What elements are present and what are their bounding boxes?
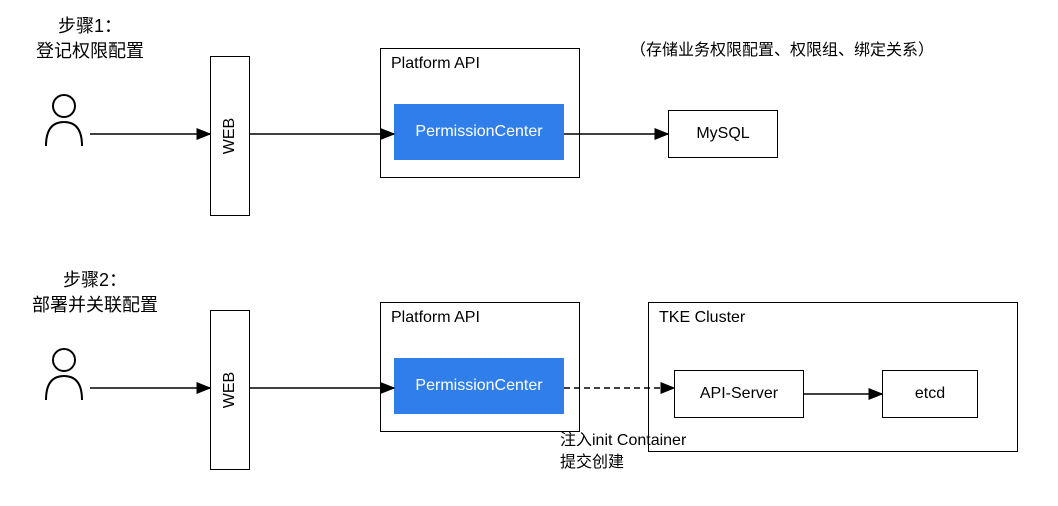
etcd-box: etcd xyxy=(882,370,978,418)
platform-title-1: Platform API xyxy=(391,55,480,73)
step2-title: 步骤2： 部署并关联配置 xyxy=(20,268,170,318)
permission-center-1: PermissionCenter xyxy=(394,104,564,160)
web-box-2: WEB xyxy=(210,310,250,470)
web-box-1: WEB xyxy=(210,56,250,216)
diagram-canvas: 步骤1： 登记权限配置 WEB Platform API PermissionC… xyxy=(0,0,1058,506)
permission-center-2: PermissionCenter xyxy=(394,358,564,414)
user-icon xyxy=(42,92,86,148)
mysql-label: MySQL xyxy=(696,125,749,143)
init-container-note: 注入init Container 提交创建 xyxy=(560,430,686,475)
storage-annotation: （存储业务权限配置、权限组、绑定关系） xyxy=(630,36,934,60)
web-label-2: WEB xyxy=(221,372,239,408)
platform-title-2: Platform API xyxy=(391,309,480,327)
mysql-box: MySQL xyxy=(668,110,778,158)
step1-title: 步骤1： 登记权限配置 xyxy=(20,14,160,64)
api-server-label: API-Server xyxy=(700,385,778,403)
etcd-label: etcd xyxy=(915,385,945,403)
tke-title: TKE Cluster xyxy=(659,309,745,327)
permission-center-label-1: PermissionCenter xyxy=(415,123,542,141)
api-server-box: API-Server xyxy=(674,370,804,418)
permission-center-label-2: PermissionCenter xyxy=(415,377,542,395)
user-icon-2 xyxy=(42,346,86,402)
web-label-1: WEB xyxy=(221,118,239,154)
